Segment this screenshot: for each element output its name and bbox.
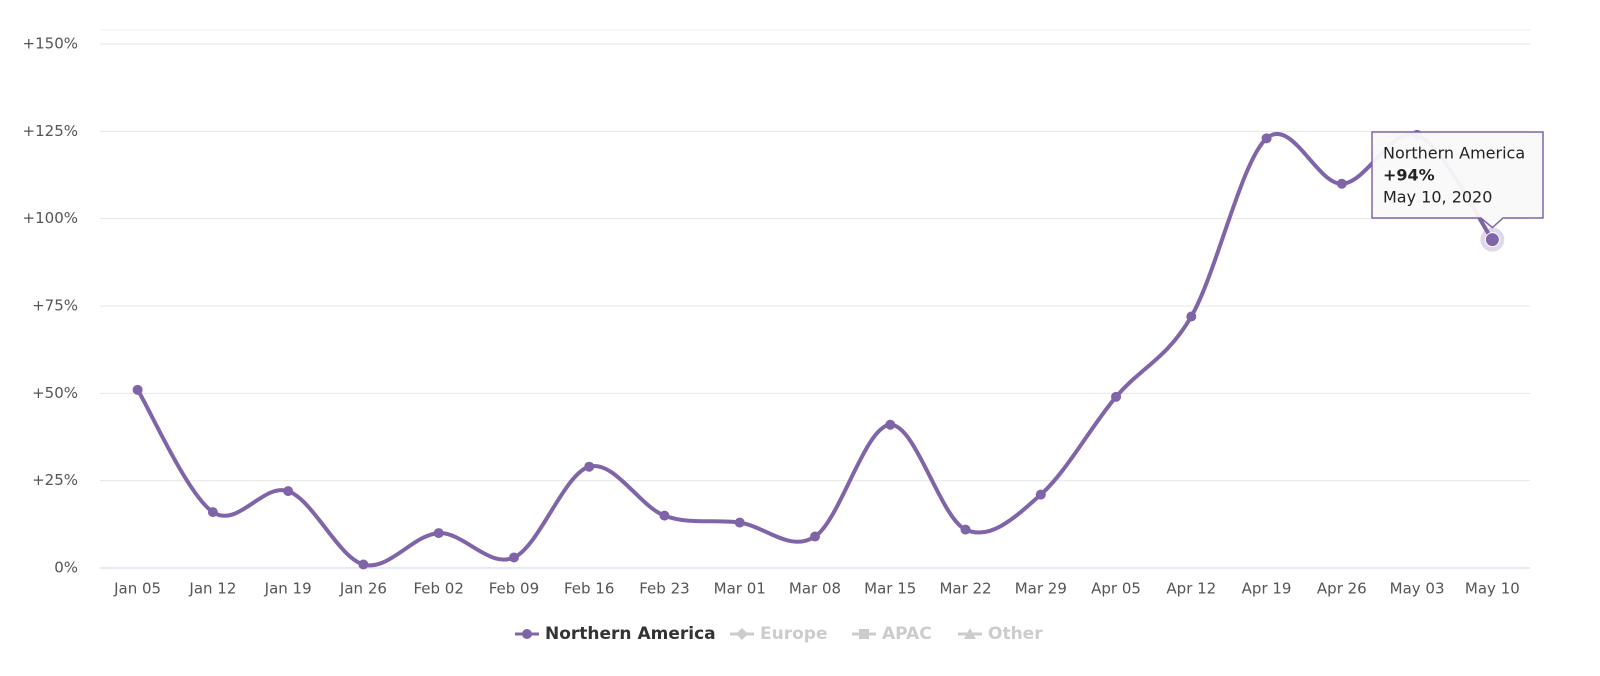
legend-item[interactable]: APAC (852, 624, 932, 644)
x-tick-label: Mar 22 (939, 580, 991, 598)
x-tick-label: Apr 19 (1242, 580, 1292, 598)
legend-marker (859, 629, 869, 639)
point (508, 552, 519, 563)
point (207, 507, 218, 518)
legend-label: Northern America (545, 624, 716, 644)
point (283, 486, 294, 497)
point (358, 559, 369, 570)
point (584, 461, 595, 472)
point (885, 419, 896, 430)
x-tick-label: Feb 02 (413, 580, 463, 598)
x-tick-label: Apr 12 (1166, 580, 1216, 598)
x-tick-label: Feb 23 (639, 580, 689, 598)
tooltip-value: +94% (1383, 166, 1435, 185)
point (1111, 391, 1122, 402)
x-tick-label: Mar 15 (864, 580, 916, 598)
x-tick-label: May 03 (1390, 580, 1445, 598)
x-tick-label: Feb 09 (489, 580, 539, 598)
y-tick-label: +125% (23, 122, 78, 140)
point (132, 384, 143, 395)
point (659, 510, 670, 521)
point (1261, 133, 1272, 144)
tooltip-series: Northern America (1383, 144, 1525, 163)
x-tick-label: Apr 26 (1317, 580, 1367, 598)
y-tick-label: +150% (23, 35, 78, 53)
x-tick-label: May 10 (1465, 580, 1520, 598)
legend-marker (964, 628, 976, 639)
x-tick-label: Mar 01 (714, 580, 766, 598)
tooltip-box (1371, 131, 1544, 229)
legend-label: Europe (760, 624, 827, 644)
x-tick-label: Jan 19 (264, 580, 312, 598)
y-tick-label: +100% (23, 209, 78, 227)
series-line (135, 131, 1495, 568)
point (1035, 489, 1046, 500)
y-tick-label: 0% (54, 559, 78, 577)
x-tick-label: Feb 16 (564, 580, 614, 598)
x-tick-label: Mar 29 (1015, 580, 1067, 598)
x-tick-label: Apr 05 (1091, 580, 1141, 598)
x-tick-label: Mar 08 (789, 580, 841, 598)
legend-marker (736, 628, 748, 640)
point (810, 531, 820, 542)
point (1484, 232, 1500, 248)
point (1186, 311, 1197, 322)
x-tick-label: Jan 05 (113, 580, 161, 598)
tooltip-date: May 10, 2020 (1383, 188, 1492, 207)
legend-label: APAC (882, 624, 932, 644)
tooltip: Northern America +94% May 10, 2020 (1371, 131, 1544, 229)
legend-marker (522, 629, 532, 639)
point (734, 517, 745, 528)
point (1336, 178, 1347, 189)
legend-label: Other (988, 624, 1043, 644)
y-tick-label: +75% (32, 297, 78, 315)
legend-item[interactable]: Other (958, 624, 1043, 644)
y-tick-label: +50% (32, 384, 78, 402)
x-tick-label: Jan 26 (339, 580, 387, 598)
x-tick-label: Jan 12 (188, 580, 236, 598)
y-tick-label: +25% (32, 471, 78, 489)
legend-item[interactable]: Northern America (515, 624, 716, 644)
legend-item[interactable]: Europe (730, 624, 827, 644)
point (433, 528, 444, 539)
point (960, 524, 971, 535)
